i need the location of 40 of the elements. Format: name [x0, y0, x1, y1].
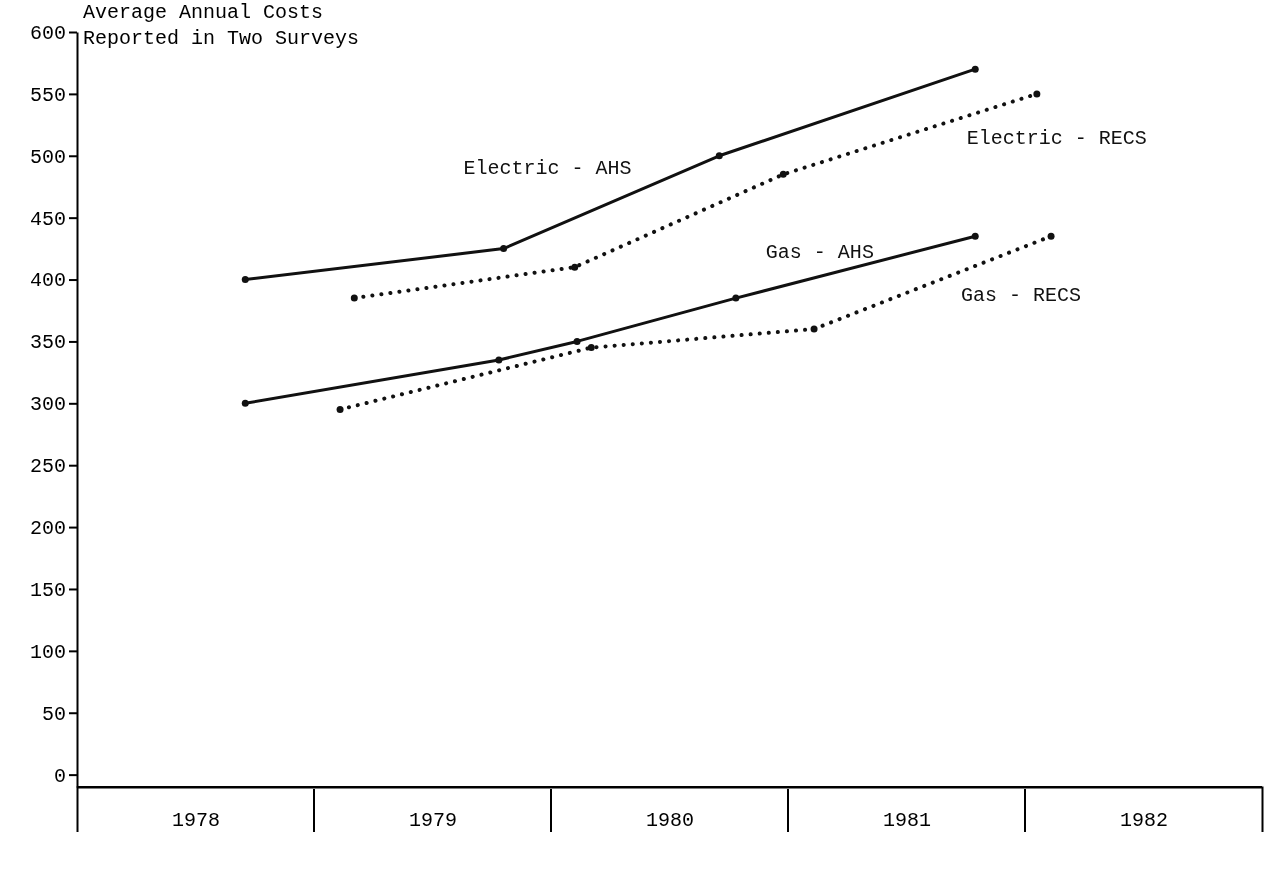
point [587, 344, 595, 352]
y-tick-label: 350 [29, 331, 66, 355]
y-tick-label: 50 [41, 702, 66, 726]
x-tick-label: 1981 [882, 809, 932, 833]
point [1033, 90, 1041, 98]
point [971, 65, 979, 73]
point [1047, 232, 1055, 240]
y-tick-label: 150 [29, 578, 66, 602]
y-tick-label: 200 [29, 516, 66, 540]
point [241, 276, 249, 284]
point [571, 263, 579, 271]
y-tick-label: 450 [29, 207, 66, 231]
series-label: Gas - AHS [765, 241, 874, 265]
point [715, 152, 723, 160]
series-label: Electric - AHS [463, 156, 632, 180]
point [350, 294, 358, 302]
point [732, 294, 740, 302]
point [779, 170, 787, 178]
series-label: Gas - RECS [961, 284, 1082, 308]
y-tick-label: 600 [29, 21, 66, 45]
y-tick-label: 400 [29, 269, 66, 293]
point [573, 337, 581, 345]
y-tick-label: 500 [29, 145, 66, 169]
point [971, 232, 979, 240]
x-tick-label: 1980 [645, 809, 695, 833]
point [810, 325, 818, 333]
chart-title: Average Annual Costs Reported in Two Surveys [83, 1, 360, 50]
y-tick-label: 100 [29, 640, 66, 664]
y-tick-label: 250 [29, 455, 66, 479]
y-tick-label: 550 [29, 83, 66, 107]
point [495, 356, 503, 364]
series-label: Electric - RECS [966, 126, 1147, 150]
y-tick-label: 0 [53, 764, 66, 788]
point [241, 399, 249, 407]
x-tick-label: 1978 [171, 809, 221, 833]
x-tick-label: 1979 [408, 809, 458, 833]
y-tick-label: 300 [29, 393, 66, 417]
x-tick-label: 1982 [1119, 809, 1169, 833]
point [500, 245, 508, 253]
point [336, 406, 344, 413]
